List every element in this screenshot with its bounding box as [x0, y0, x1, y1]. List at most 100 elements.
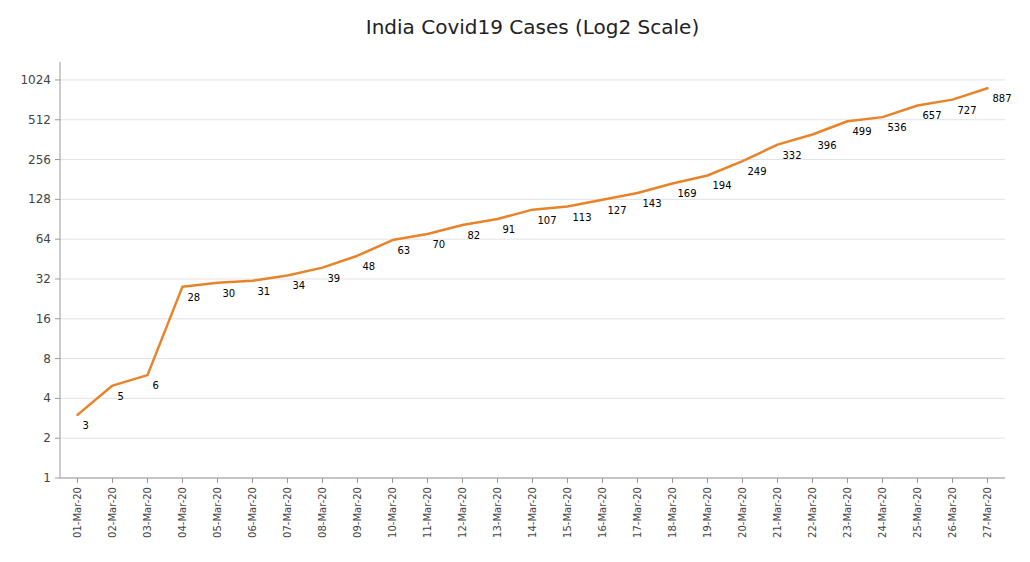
tick-mark [322, 478, 323, 483]
tick-label: 8 [43, 352, 51, 366]
title: India Covid19 Cases (Log2 Scale) [366, 15, 699, 39]
data-label: 113 [573, 212, 592, 223]
data-label: 28 [188, 292, 201, 303]
tick-mark [882, 478, 883, 483]
tick-label: 1 [43, 471, 51, 485]
data-label: 30 [223, 288, 236, 299]
data-label: 48 [363, 261, 376, 272]
data-label: 332 [783, 150, 802, 161]
tick-mark [357, 478, 358, 483]
tick-mark [55, 199, 60, 200]
grid-line [60, 398, 1005, 399]
tick-mark [567, 478, 568, 483]
tick-mark [217, 478, 218, 483]
tick-label: 13-Mar-20 [492, 487, 503, 538]
y-axis: 12481632641282565121024 [20, 73, 1005, 485]
tick-mark [742, 478, 743, 483]
tick-label: 06-Mar-20 [247, 487, 258, 538]
tick-label: 4 [43, 391, 51, 405]
data-label: 727 [958, 105, 977, 116]
tick-label: 02-Mar-20 [107, 487, 118, 538]
tick-label: 25-Mar-20 [912, 487, 923, 538]
data-label: 127 [608, 205, 627, 216]
tick-mark [287, 478, 288, 483]
tick-mark [182, 478, 183, 483]
data-label: 34 [293, 280, 306, 291]
tick-mark [55, 79, 60, 80]
tick-label: 27-Mar-20 [982, 487, 993, 538]
tick-label: 64 [36, 232, 51, 246]
data-label: 657 [923, 110, 942, 121]
data-label: 63 [398, 245, 411, 256]
tick-mark [147, 478, 148, 483]
tick-mark [707, 478, 708, 483]
tick-mark [252, 478, 253, 483]
data-label: 107 [538, 215, 557, 226]
tick-mark [55, 478, 60, 479]
tick-mark [672, 478, 673, 483]
tick-label: 16-Mar-20 [597, 487, 608, 538]
data-label: 31 [258, 286, 271, 297]
tick-mark [55, 398, 60, 399]
tick-mark [55, 358, 60, 359]
tick-label: 2 [43, 431, 51, 445]
tick-mark [55, 239, 60, 240]
grid-line [60, 199, 1005, 200]
grid-line [60, 318, 1005, 319]
tick-mark [987, 478, 988, 483]
tick-label: 512 [28, 113, 51, 127]
grid-line [60, 79, 1005, 80]
data-label: 396 [818, 140, 837, 151]
tick-mark [55, 318, 60, 319]
tick-mark [602, 478, 603, 483]
plot-area [78, 88, 988, 415]
tick-mark [55, 159, 60, 160]
tick-label: 24-Mar-20 [877, 487, 888, 538]
data-label: 249 [748, 166, 767, 177]
tick-label: 05-Mar-20 [212, 487, 223, 538]
tick-mark [812, 478, 813, 483]
tick-label: 256 [28, 153, 51, 167]
tick-label: 16 [36, 312, 51, 326]
tick-label: 128 [28, 192, 51, 206]
line [78, 88, 988, 415]
tick-label: 19-Mar-20 [702, 487, 713, 538]
data-label: 887 [993, 93, 1012, 104]
grid-line [60, 438, 1005, 439]
tick-label: 08-Mar-20 [317, 487, 328, 538]
tick-label: 11-Mar-20 [422, 487, 433, 538]
data-labels: 3562830313439486370829110711312714316919… [83, 93, 1012, 431]
tick-label: 1024 [20, 73, 51, 87]
grid-line [60, 358, 1005, 359]
tick-label: 17-Mar-20 [632, 487, 643, 538]
tick-mark [952, 478, 953, 483]
grid-line [60, 239, 1005, 240]
tick-label: 32 [36, 272, 51, 286]
tick-mark [917, 478, 918, 483]
data-label: 39 [328, 273, 341, 284]
grid-line [60, 159, 1005, 160]
tick-label: 21-Mar-20 [772, 487, 783, 538]
tick-label: 12-Mar-20 [457, 487, 468, 538]
data-label: 499 [853, 126, 872, 137]
data-label: 169 [678, 188, 697, 199]
tick-mark [497, 478, 498, 483]
data-label: 5 [118, 391, 124, 402]
tick-label: 23-Mar-20 [842, 487, 853, 538]
tick-label: 07-Mar-20 [282, 487, 293, 538]
tick-label: 15-Mar-20 [562, 487, 573, 538]
tick-label: 01-Mar-20 [72, 487, 83, 538]
tick-mark [55, 438, 60, 439]
tick-label: 26-Mar-20 [947, 487, 958, 538]
tick-label: 04-Mar-20 [177, 487, 188, 538]
chart: India Covid19 Cases (Log2 Scale)12481632… [0, 0, 1030, 562]
data-label: 194 [713, 180, 732, 191]
tick-mark [847, 478, 848, 483]
tick-label: 10-Mar-20 [387, 487, 398, 538]
tick-label: 22-Mar-20 [807, 487, 818, 538]
tick-mark [777, 478, 778, 483]
tick-label: 03-Mar-20 [142, 487, 153, 538]
axis-line [60, 62, 61, 478]
tick-mark [392, 478, 393, 483]
tick-label: 18-Mar-20 [667, 487, 678, 538]
